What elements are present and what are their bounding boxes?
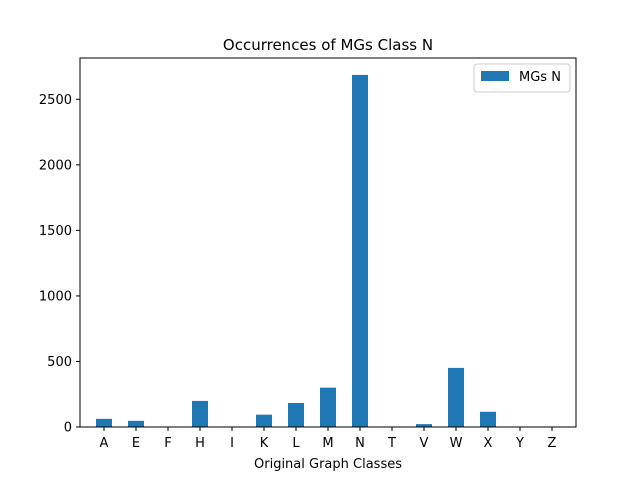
bar-L [288, 403, 304, 427]
y-tick-label: 2000 [39, 158, 72, 173]
bar-A [96, 418, 112, 427]
x-axis-title: Original Graph Classes [254, 457, 402, 472]
x-tick-label: Z [548, 436, 557, 451]
chart-title: Occurrences of MGs Class N [223, 36, 433, 54]
x-tick-label: T [387, 436, 396, 451]
x-tick-label: Y [515, 436, 524, 451]
x-tick-label: W [450, 436, 463, 451]
bar-N [352, 74, 368, 427]
bar-V [416, 424, 432, 427]
plot-frame [79, 57, 577, 428]
y-tick-label: 500 [47, 355, 72, 370]
legend-swatch [481, 71, 509, 81]
x-tick-label: N [355, 436, 365, 451]
bar-K [256, 414, 272, 427]
x-tick-label: M [322, 436, 333, 451]
bar-W [448, 367, 464, 427]
x-tick-label: X [484, 436, 493, 451]
legend-label: MGs N [519, 70, 561, 85]
y-tick-label: 1000 [39, 289, 72, 304]
x-tick-label: F [164, 436, 171, 451]
x-tick-label: I [230, 436, 234, 451]
x-tick-label: E [132, 436, 140, 451]
x-tick-label: H [195, 436, 205, 451]
y-tick-label: 2500 [39, 93, 72, 108]
bar-M [320, 387, 336, 427]
bar-X [480, 411, 496, 427]
y-axis: 0 500 1000 1500 2000 2500 [39, 93, 80, 436]
bars-layer [96, 74, 496, 427]
y-tick-label: 0 [64, 421, 72, 436]
x-tick-label: V [420, 436, 429, 451]
x-tick-label: K [260, 436, 269, 451]
x-tick-label: A [100, 436, 109, 451]
bar-H [192, 400, 208, 427]
y-tick-label: 1500 [39, 224, 72, 239]
x-tick-label: L [292, 436, 300, 451]
legend: MGs N [473, 63, 571, 93]
bar-E [128, 420, 144, 427]
